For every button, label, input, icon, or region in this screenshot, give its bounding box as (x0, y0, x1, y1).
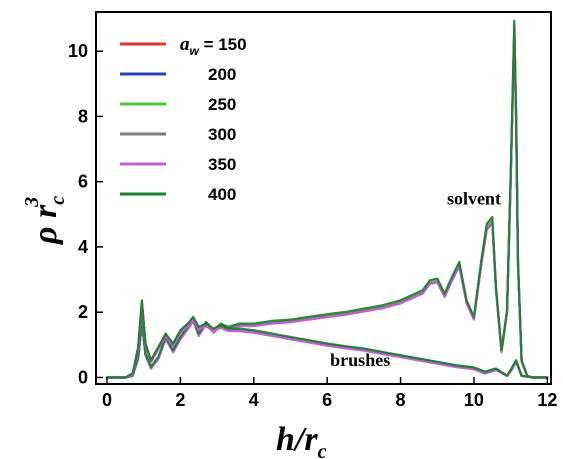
x-axis-title-sub: c (318, 441, 327, 459)
plot-frame (95, 11, 552, 385)
x-tick-label: 6 (322, 390, 332, 410)
y-axis-title-base: ρ r (27, 204, 64, 245)
x-tick-label: 10 (464, 390, 484, 410)
x-axis-ticks: 0 2 4 6 8 10 12 (102, 377, 557, 410)
y-tick-label: 10 (68, 41, 88, 61)
legend-label-350: 350 (208, 155, 236, 174)
y-axis-title: ρ rc3 (21, 196, 69, 245)
y-tick-label: 4 (78, 237, 88, 257)
x-tick-label: 4 (249, 390, 259, 410)
y-axis-ticks: 0 2 4 6 8 10 (68, 41, 103, 387)
y-tick-label: 2 (78, 302, 88, 322)
series-line-solvent-400 (105, 19, 549, 379)
legend-label-200: 200 (208, 65, 236, 84)
y-tick-label: 8 (78, 106, 88, 126)
legend-label-150: 150 (218, 35, 246, 54)
x-tick-label: 0 (102, 390, 112, 410)
y-axis-title-sup: 3 (21, 197, 43, 208)
x-tick-label: 12 (537, 390, 557, 410)
series-line-brushes-400 (105, 299, 549, 379)
legend-title: aw = 150 (180, 34, 247, 58)
x-tick-label: 8 (396, 390, 406, 410)
x-tick-label: 2 (175, 390, 185, 410)
y-tick-label: 6 (78, 172, 88, 192)
y-tick-label: 0 (78, 367, 88, 387)
annotation-brushes: brushes (330, 350, 390, 370)
x-axis-title: h/rc (276, 421, 327, 459)
legend-label-250: 250 (208, 95, 236, 114)
legend-title-sub: w (190, 44, 200, 58)
y-axis-title-group: ρ rc3 (21, 196, 69, 245)
legend-label-400: 400 (208, 185, 236, 204)
legend-equals: = (199, 35, 218, 54)
series-curves (105, 19, 549, 379)
annotation-solvent: solvent (447, 189, 501, 209)
legend-title-symbol: a (180, 34, 190, 55)
y-axis-title-sub: c (47, 196, 69, 205)
legend-label-300: 300 (208, 125, 236, 144)
legend: aw = 150 200 250 300 350 400 (120, 34, 247, 204)
x-axis-title-base: h/r (276, 421, 318, 458)
